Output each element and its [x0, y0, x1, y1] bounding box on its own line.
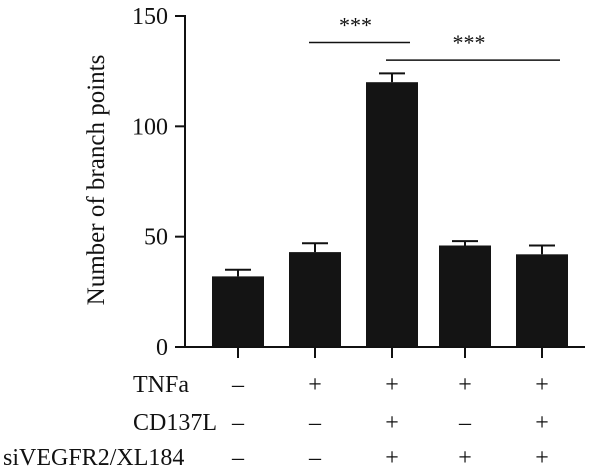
bar	[212, 276, 264, 347]
bar	[516, 254, 568, 347]
condition-label: CD137L	[133, 410, 217, 436]
significance-group: *** ***	[309, 12, 560, 61]
bar	[289, 252, 341, 347]
condition-mark: +	[535, 410, 549, 436]
significance-label: ***	[339, 12, 372, 37]
condition-mark: –	[308, 445, 322, 471]
condition-mark: –	[458, 410, 472, 436]
condition-mark: –	[308, 410, 322, 436]
bar	[439, 245, 491, 347]
error-bars-group	[225, 72, 555, 277]
condition-mark: +	[385, 445, 399, 471]
condition-mark: +	[308, 372, 322, 398]
condition-mark: –	[231, 410, 245, 436]
significance-label: ***	[453, 30, 486, 55]
conditions-table: TNFa – + + + +CD137L – – + – +siVEGFR2/XL184– – + + +	[3, 372, 549, 471]
y-axis: 0 50 100 150	[132, 4, 186, 361]
y-axis-label: Number of branch points	[83, 55, 110, 306]
bar	[366, 82, 418, 347]
bars-group	[212, 82, 568, 347]
condition-mark: +	[385, 372, 399, 398]
condition-mark: +	[458, 372, 472, 398]
condition-label: siVEGFR2/XL184	[3, 445, 184, 471]
condition-mark: +	[458, 445, 472, 471]
condition-label: TNFa	[133, 372, 189, 398]
condition-mark: +	[385, 410, 399, 436]
condition-mark: –	[231, 445, 245, 471]
y-tick-label: 100	[132, 114, 168, 140]
condition-mark: +	[535, 372, 549, 398]
condition-mark: –	[231, 372, 245, 398]
y-tick-label: 0	[156, 335, 168, 361]
y-tick-label: 150	[132, 4, 168, 30]
x-axis	[185, 346, 585, 358]
condition-mark: +	[535, 445, 549, 471]
y-tick-label: 50	[144, 225, 168, 251]
